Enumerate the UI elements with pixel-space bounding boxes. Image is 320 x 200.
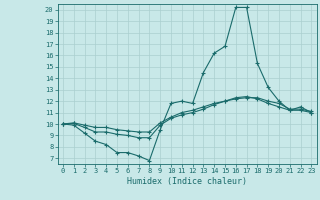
X-axis label: Humidex (Indice chaleur): Humidex (Indice chaleur): [127, 177, 247, 186]
